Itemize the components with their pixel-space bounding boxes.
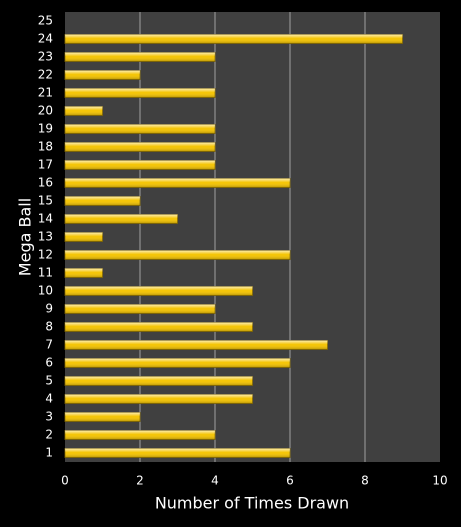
bar-shine <box>65 88 215 98</box>
bar-shine <box>65 142 215 152</box>
y-tick-label: 9 <box>45 302 53 316</box>
bar-shine <box>65 358 290 368</box>
bar-shine <box>65 394 253 404</box>
bar-shine <box>65 232 103 242</box>
y-tick-label: 13 <box>38 230 53 244</box>
y-tick-label: 17 <box>38 158 53 172</box>
bar-shine <box>65 250 290 260</box>
y-tick-label: 12 <box>38 248 53 262</box>
bar-shine <box>65 376 253 386</box>
y-tick-label: 15 <box>38 194 53 208</box>
bar-shine <box>65 286 253 296</box>
y-tick-label: 19 <box>38 122 53 136</box>
y-tick-label: 5 <box>45 374 53 388</box>
y-tick-label: 23 <box>38 50 53 64</box>
bar-shine <box>65 106 103 116</box>
y-tick-label: 7 <box>45 338 53 352</box>
y-tick-label: 24 <box>38 32 53 46</box>
bar-shine <box>65 448 290 458</box>
bar-shine <box>65 34 403 44</box>
y-tick-label: 10 <box>38 284 53 298</box>
y-tick-label: 21 <box>38 86 53 100</box>
y-tick-label: 20 <box>38 104 53 118</box>
bar-shine <box>65 160 215 170</box>
x-tick-label: 4 <box>211 474 219 488</box>
bar-shine <box>65 52 215 62</box>
x-tick-label: 0 <box>61 474 69 488</box>
plot-area <box>65 12 440 462</box>
y-tick-label: 1 <box>45 446 53 460</box>
bar-shine <box>65 322 253 332</box>
bar-shine <box>65 214 178 224</box>
x-axis-title: Number of Times Drawn <box>155 494 349 513</box>
y-tick-label: 25 <box>38 14 53 28</box>
bar-shine <box>65 340 328 350</box>
bar-shine <box>65 124 215 134</box>
y-tick-label: 8 <box>45 320 53 334</box>
bar-shine <box>65 412 140 422</box>
y-tick-label: 14 <box>38 212 53 226</box>
bar-shine <box>65 268 103 278</box>
y-tick-label: 2 <box>45 428 53 442</box>
x-tick-label: 10 <box>432 474 447 488</box>
bar-shine <box>65 196 140 206</box>
y-tick-label: 6 <box>45 356 53 370</box>
y-tick-label: 22 <box>38 68 53 82</box>
bar-shine <box>65 70 140 80</box>
x-tick-label: 6 <box>286 474 294 488</box>
bar-shine <box>65 430 215 440</box>
y-tick-label: 16 <box>38 176 53 190</box>
y-tick-label: 11 <box>38 266 53 280</box>
x-tick-label: 2 <box>136 474 144 488</box>
y-tick-label: 3 <box>45 410 53 424</box>
bar-shine <box>65 304 215 314</box>
y-axis-title: Mega Ball <box>16 198 35 276</box>
x-tick-label: 8 <box>361 474 369 488</box>
y-tick-label: 4 <box>45 392 53 406</box>
bar-shine <box>65 178 290 188</box>
y-tick-label: 18 <box>38 140 53 154</box>
